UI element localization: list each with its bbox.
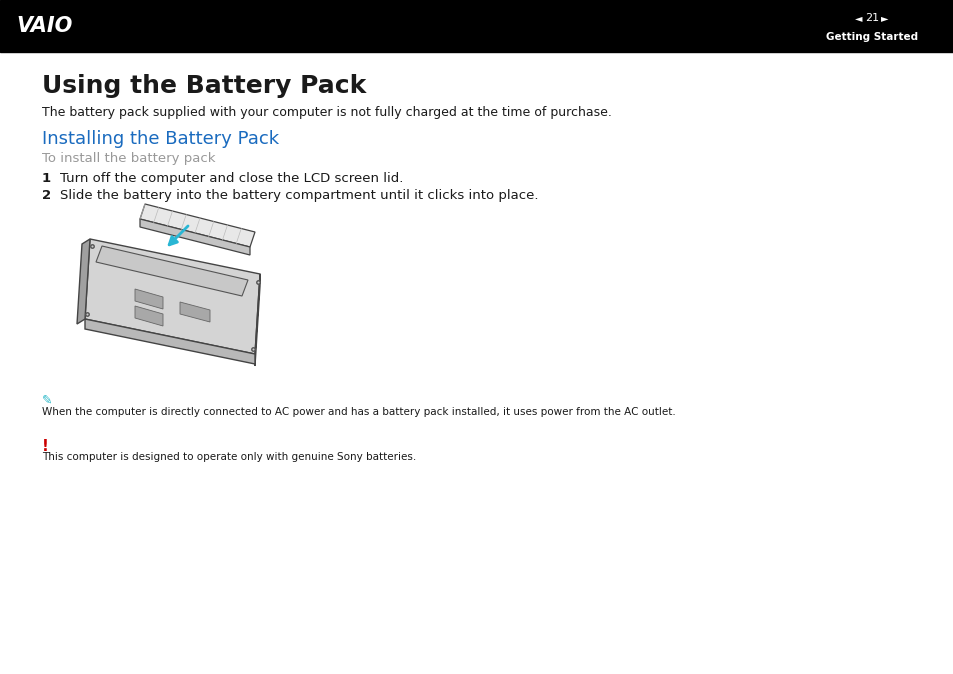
Text: 1: 1 (42, 172, 51, 185)
Polygon shape (135, 306, 163, 326)
Text: Getting Started: Getting Started (825, 32, 917, 42)
Text: Slide the battery into the battery compartment until it clicks into place.: Slide the battery into the battery compa… (60, 189, 537, 202)
Text: The battery pack supplied with your computer is not fully charged at the time of: The battery pack supplied with your comp… (42, 106, 611, 119)
Polygon shape (140, 204, 254, 247)
Polygon shape (135, 289, 163, 309)
Text: Installing the Battery Pack: Installing the Battery Pack (42, 130, 279, 148)
Text: Turn off the computer and close the LCD screen lid.: Turn off the computer and close the LCD … (60, 172, 403, 185)
Bar (0, 0, 953, 52)
Polygon shape (140, 219, 250, 255)
Text: ►: ► (881, 13, 888, 23)
Text: ◄: ◄ (854, 13, 862, 23)
Text: 2: 2 (42, 189, 51, 202)
Text: When the computer is directly connected to AC power and has a battery pack insta: When the computer is directly connected … (42, 407, 675, 417)
Text: 21: 21 (864, 13, 878, 23)
Text: ✎: ✎ (42, 394, 52, 407)
Text: VAIO: VAIO (16, 16, 72, 36)
Polygon shape (85, 319, 254, 364)
Polygon shape (254, 274, 260, 366)
Polygon shape (85, 239, 260, 354)
Text: !: ! (42, 439, 49, 454)
Polygon shape (77, 239, 90, 324)
Text: This computer is designed to operate only with genuine Sony batteries.: This computer is designed to operate onl… (42, 452, 416, 462)
Polygon shape (96, 246, 248, 296)
Text: To install the battery pack: To install the battery pack (42, 152, 215, 165)
Text: Using the Battery Pack: Using the Battery Pack (42, 74, 366, 98)
Polygon shape (180, 302, 210, 322)
